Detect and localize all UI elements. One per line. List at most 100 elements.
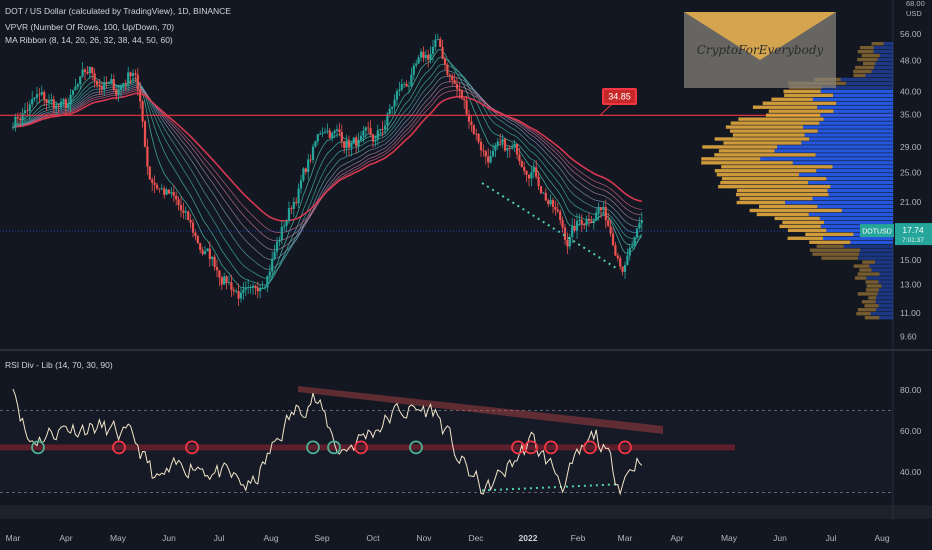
volume-profile-down-bar [853,69,872,74]
candle [196,235,199,244]
time-axis-label: Mar [618,533,633,543]
price-axis-unit: USD [906,9,922,18]
candle [415,63,418,66]
candle [100,86,103,90]
candle [626,255,629,266]
volume-profile-up-bar [817,129,893,133]
candle [479,141,483,151]
volume-profile-down-bar [752,105,818,109]
rsi-legend[interactable]: RSI Div - Lib (14, 70, 30, 90) [5,360,113,370]
candle [595,212,598,221]
time-axis-label: Oct [366,533,380,543]
candle [467,114,471,122]
volume-profile-up-bar [869,264,893,268]
volume-profile-up-bar [822,236,893,240]
volume-profile-up-bar [827,188,893,193]
volume-profile-up-bar [876,296,893,300]
candle [328,130,331,139]
candle [434,39,437,47]
level-callout-label: 34.85 [608,92,631,102]
candle [635,228,639,238]
candle [165,189,168,195]
volume-profile-down-bar [701,157,761,161]
candle [424,54,427,58]
candle [268,271,271,276]
volume-profile-up-bar [881,284,893,288]
candle [319,133,322,135]
volume-profile-up-bar [860,248,893,252]
time-axis-label: Aug [263,533,278,543]
candle [215,267,219,271]
candle [515,143,519,155]
candle [388,108,391,114]
candle [542,192,545,194]
candle [23,110,27,114]
candle [590,220,593,223]
volume-profile-up-bar [820,113,893,117]
candle [638,223,641,229]
candle [52,99,55,109]
volume-profile-down-bar [857,272,880,276]
vpvr-legend[interactable]: VPVR (Number Of Rows, 100, Up/Down, 70) [5,22,175,32]
volume-profile-down-bar [725,125,804,129]
candle [578,219,581,222]
candle [199,243,202,250]
candle [160,188,163,190]
volume-profile-down-bar [861,53,880,58]
candle [453,80,456,84]
candle [117,89,120,95]
candle [175,195,178,200]
volume-profile-down-bar [866,284,882,288]
candle [343,141,346,148]
volume-profile-up-bar [826,228,893,233]
volume-profile-up-bar [801,141,893,145]
candle [376,130,379,140]
level-callout-inner [604,90,635,103]
volume-profile-down-bar [859,268,872,272]
volume-profile-down-bar [702,145,778,149]
candle [11,127,15,129]
candle [299,180,303,189]
candle [189,220,192,223]
candle [115,89,118,95]
volume-profile-down-bar [738,117,824,121]
candle [345,140,348,148]
ma-ribbon-line-20 [12,63,643,279]
candle [602,206,605,211]
candle [28,104,31,111]
candle [184,211,187,213]
candle [381,129,384,130]
volume-profile-down-bar [765,113,821,117]
symbol-legend[interactable]: DOT / US Dollar (calculated by TradingVi… [5,6,231,16]
candle [86,71,89,74]
volume-profile-down-bar [864,304,879,308]
volume-profile-down-bar [759,204,818,209]
candle [431,46,435,54]
time-axis-label: Sep [314,533,329,543]
candle [463,98,466,101]
volume-profile-down-bar [729,129,818,133]
candle [352,137,355,144]
volume-profile-down-bar [871,42,884,46]
volume-profile-up-bar [760,157,893,161]
candle [422,51,425,58]
candle [487,156,490,163]
volume-profile-down-bar [853,264,870,268]
volume-profile-down-bar [787,228,827,233]
candle [335,129,339,131]
candle [412,65,415,75]
candle [331,133,334,139]
rsi-bearish-marker [112,440,126,455]
candle [398,89,401,92]
volume-profile-up-bar [878,304,893,308]
candle [369,128,372,135]
candle [551,199,555,207]
candle [470,121,473,125]
candle [295,202,298,204]
symbol-tag [860,224,894,238]
current-price-tag [895,223,932,246]
candle [439,38,442,47]
candle [535,167,538,177]
ma-ribbon-legend[interactable]: MA Ribbon (8, 14, 20, 26, 32, 38, 44, 50… [5,35,173,45]
